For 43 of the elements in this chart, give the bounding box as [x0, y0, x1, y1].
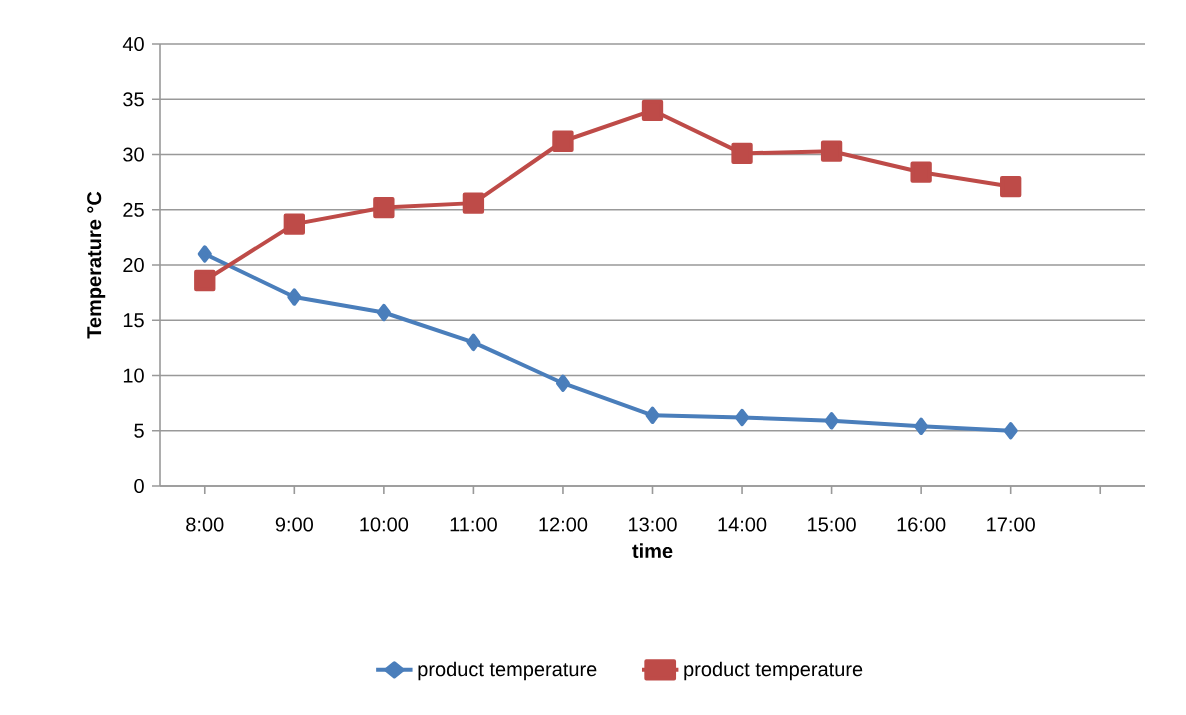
x-tick-label: 15:00	[808, 517, 856, 532]
point	[462, 192, 485, 214]
point	[641, 99, 664, 121]
x-tick-label: 16:00	[897, 517, 946, 532]
point	[820, 140, 843, 162]
point	[1000, 175, 1022, 198]
point	[197, 245, 212, 263]
y-tick-label: 20	[123, 257, 144, 273]
point	[287, 288, 302, 306]
point	[824, 412, 839, 430]
point	[373, 196, 395, 219]
point	[194, 269, 216, 292]
y-tick-label: 15	[123, 313, 144, 328]
y-tick-label: 40	[122, 36, 144, 52]
point	[283, 213, 305, 235]
point	[735, 408, 750, 427]
y-tick-label: 25	[123, 202, 144, 217]
y-tick-label: 30	[123, 147, 144, 162]
point	[466, 333, 481, 352]
x-tick-label: 13:00	[629, 517, 677, 532]
x-axis-title: time	[632, 543, 673, 559]
y-tick-label: 5	[134, 423, 144, 438]
x-tick-label: 10:00	[360, 517, 409, 532]
point	[555, 374, 570, 392]
x-tick-label: 8:00	[186, 517, 224, 532]
point	[1003, 422, 1018, 440]
point	[552, 130, 574, 152]
point	[645, 406, 660, 424]
y-tick-label: 10	[123, 368, 144, 383]
point	[376, 303, 391, 322]
y-axis-title: Temperature °C	[87, 191, 106, 339]
x-tick-label: 14:00	[718, 517, 767, 532]
legend-label: product temperature	[684, 661, 863, 681]
x-tick-label: 17:00	[987, 517, 1035, 532]
legend-label: product temperature	[418, 661, 597, 681]
point	[914, 417, 929, 435]
x-tick-label: 12:00	[539, 517, 588, 532]
point	[731, 142, 753, 165]
x-tick-label: 11:00	[450, 517, 497, 532]
point	[910, 161, 932, 183]
x-tick-label: 9:00	[275, 517, 313, 532]
y-tick-label: 0	[134, 478, 144, 494]
y-tick-label: 35	[123, 92, 144, 107]
